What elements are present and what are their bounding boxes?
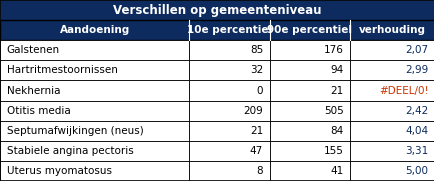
Bar: [349, 80, 434, 101]
Bar: [269, 20, 349, 40]
Bar: [349, 20, 434, 40]
Text: 47: 47: [250, 146, 263, 156]
Bar: [189, 40, 269, 60]
Bar: [0, 161, 189, 181]
Bar: [0, 60, 189, 80]
Bar: [0, 121, 189, 141]
Bar: [269, 80, 349, 101]
Text: verhouding: verhouding: [358, 25, 425, 35]
Bar: [269, 101, 349, 121]
Bar: [349, 40, 434, 60]
Text: 2,07: 2,07: [404, 45, 427, 55]
Text: 176: 176: [323, 45, 343, 55]
Text: 32: 32: [250, 65, 263, 75]
Text: 41: 41: [330, 166, 343, 176]
Bar: [269, 60, 349, 80]
Text: 2,99: 2,99: [404, 65, 427, 75]
Bar: [349, 141, 434, 161]
Text: Galstenen: Galstenen: [7, 45, 59, 55]
Text: Uterus myomatosus: Uterus myomatosus: [7, 166, 111, 176]
Text: 8: 8: [256, 166, 263, 176]
Bar: [189, 80, 269, 101]
Text: 90e percentiel: 90e percentiel: [267, 25, 352, 35]
Bar: [0, 141, 189, 161]
Bar: [0, 101, 189, 121]
Bar: [349, 60, 434, 80]
Text: #DEEL/0!: #DEEL/0!: [378, 85, 427, 96]
Text: 4,04: 4,04: [404, 126, 427, 136]
Bar: [189, 20, 269, 40]
Text: 3,31: 3,31: [404, 146, 427, 156]
Text: 10e percentiel: 10e percentiel: [187, 25, 271, 35]
Text: 2,42: 2,42: [404, 106, 427, 116]
Bar: [349, 161, 434, 181]
Text: 21: 21: [330, 85, 343, 96]
Bar: [189, 101, 269, 121]
Bar: [349, 121, 434, 141]
Text: 84: 84: [330, 126, 343, 136]
Bar: [0, 20, 434, 40]
Bar: [0, 0, 434, 20]
Text: Nekhernia: Nekhernia: [7, 85, 60, 96]
Text: 0: 0: [256, 85, 263, 96]
Bar: [349, 101, 434, 121]
Text: Aandoening: Aandoening: [59, 25, 129, 35]
Text: 209: 209: [243, 106, 263, 116]
Bar: [269, 161, 349, 181]
Text: Septumafwijkingen (neus): Septumafwijkingen (neus): [7, 126, 143, 136]
Text: 21: 21: [250, 126, 263, 136]
Bar: [0, 20, 189, 40]
Bar: [269, 121, 349, 141]
Bar: [189, 60, 269, 80]
Text: 155: 155: [323, 146, 343, 156]
Text: 94: 94: [330, 65, 343, 75]
Bar: [189, 121, 269, 141]
Text: 505: 505: [323, 106, 343, 116]
Text: Stabiele angina pectoris: Stabiele angina pectoris: [7, 146, 133, 156]
Bar: [269, 40, 349, 60]
Text: 85: 85: [250, 45, 263, 55]
Text: Verschillen op gemeenteniveau: Verschillen op gemeenteniveau: [113, 4, 321, 16]
Bar: [189, 141, 269, 161]
Bar: [0, 80, 189, 101]
Text: Hartritmestoornissen: Hartritmestoornissen: [7, 65, 117, 75]
Text: 5,00: 5,00: [404, 166, 427, 176]
Bar: [269, 141, 349, 161]
Text: Otitis media: Otitis media: [7, 106, 70, 116]
Bar: [189, 161, 269, 181]
Bar: [0, 40, 189, 60]
